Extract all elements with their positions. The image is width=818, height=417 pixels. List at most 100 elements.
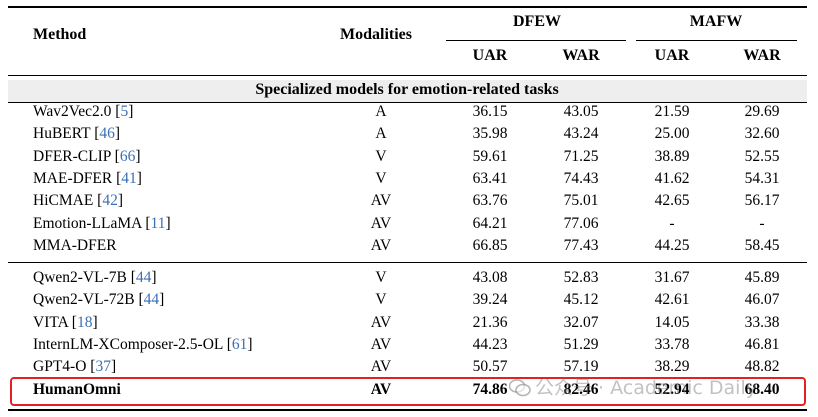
rows_general.0-method: Qwen2-VL-7B [44] xyxy=(33,269,157,287)
rows_specialized.5-modality: AV xyxy=(370,214,392,232)
rows_general.3-value-0: 44.23 xyxy=(472,335,508,353)
citation-link[interactable]: 42 xyxy=(102,192,118,210)
rows_specialized.3-value-3: 54.31 xyxy=(744,169,780,187)
rows_general.0-value-2: 31.67 xyxy=(654,269,690,286)
rows_specialized.5-value-2: - xyxy=(669,214,675,232)
rows_general.1-value-2: 42.61 xyxy=(654,291,690,309)
group-separator-rule xyxy=(8,262,807,263)
rows_specialized.0-value-2: 21.59 xyxy=(654,103,690,120)
citation-link[interactable]: 11 xyxy=(150,214,166,232)
rows_general.0-value-3: 45.89 xyxy=(744,269,780,286)
rows_general.2-value-0: 21.36 xyxy=(472,313,508,331)
rows_specialized.0-modality: A xyxy=(375,103,387,120)
citation-link[interactable]: 44 xyxy=(143,291,160,309)
rows_specialized.3-value-2: 41.62 xyxy=(654,169,690,187)
citation: [44] xyxy=(126,269,157,286)
rows_general.0-modality: V xyxy=(375,269,387,286)
rows_specialized.4-method: HiCMAE [42] xyxy=(33,192,123,210)
rows_specialized.1-value-0: 35.98 xyxy=(472,125,508,143)
rows_general.2-value-2: 14.05 xyxy=(654,313,690,331)
rows_specialized.2-value-3: 52.55 xyxy=(744,147,780,165)
citation: [42] xyxy=(93,192,124,210)
rows_specialized.6-value-2: 44.25 xyxy=(654,236,690,254)
row_ours-value-3: 68.40 xyxy=(744,381,780,398)
citation: [61] xyxy=(222,335,253,353)
citation: [41] xyxy=(112,169,142,187)
method-name: GPT4-O xyxy=(33,358,87,376)
citation-link[interactable]: 18 xyxy=(76,313,93,331)
method-name: Qwen2-VL-72B xyxy=(33,291,135,309)
citation: [37] xyxy=(86,358,117,376)
rows_specialized.1-value-2: 25.00 xyxy=(654,125,690,143)
citation: [66] xyxy=(110,147,141,165)
citation-link[interactable]: 44 xyxy=(135,269,152,286)
row_ours-value-1: 82.46 xyxy=(563,381,599,398)
citation: [5] xyxy=(111,103,134,120)
rows_general.0-value-1: 52.83 xyxy=(563,269,599,286)
rows_general.1-value-3: 46.07 xyxy=(744,291,780,309)
rows_specialized.6-value-0: 66.85 xyxy=(472,236,508,254)
citation-link[interactable]: 37 xyxy=(95,358,111,376)
rows_specialized.3-method: MAE-DFER [41] xyxy=(33,170,142,188)
rows_specialized.4-modality: AV xyxy=(370,192,392,210)
top-rule xyxy=(8,6,807,8)
rows_specialized.2-value-2: 38.89 xyxy=(654,147,690,165)
method-name: DFER-CLIP xyxy=(33,147,111,165)
rows_specialized.2-method: DFER-CLIP [66] xyxy=(33,148,141,166)
dfew-underline xyxy=(446,40,626,41)
citation-link[interactable]: 46 xyxy=(99,125,115,143)
wechat-icon xyxy=(509,379,531,397)
citation-link[interactable]: 61 xyxy=(231,335,248,353)
rows_general.1-method: Qwen2-VL-72B [44] xyxy=(33,291,164,309)
header-metric-dfew-uar: UAR xyxy=(472,47,508,64)
method-name: Emotion-LLaMA xyxy=(33,214,142,232)
section-band xyxy=(8,80,807,102)
section-rule xyxy=(8,102,807,103)
rows_specialized.3-modality: V xyxy=(375,169,387,187)
rows_specialized.0-value-0: 36.15 xyxy=(472,103,508,120)
row_ours-method: HumanOmni xyxy=(33,381,121,399)
highlight-box xyxy=(10,377,806,406)
bottom-rule xyxy=(8,409,807,411)
header-metric-mafw-uar: UAR xyxy=(654,47,690,64)
rows_specialized.5-value-1: 77.06 xyxy=(563,214,599,232)
rows_specialized.3-value-1: 74.43 xyxy=(563,169,599,187)
rows_general.1-modality: V xyxy=(375,291,387,309)
header-group-dfew: DFEW xyxy=(513,13,561,30)
row_ours-value-2: 52.94 xyxy=(654,381,690,398)
rows_general.2-value-1: 32.07 xyxy=(563,313,599,331)
method-name: HiCMAE xyxy=(33,192,94,210)
rows_general.4-value-2: 38.29 xyxy=(654,358,690,376)
rows_general.4-method: GPT4-O [37] xyxy=(33,358,116,376)
rows_specialized.2-modality: V xyxy=(375,147,387,165)
rows_specialized.1-modality: A xyxy=(375,125,387,143)
row_ours-modality: AV xyxy=(370,381,392,398)
rows_specialized.1-method: HuBERT [46] xyxy=(33,125,120,143)
method-name: MAE-DFER xyxy=(33,169,113,187)
rows_general.3-modality: AV xyxy=(370,335,392,353)
rows_general.3-value-1: 51.29 xyxy=(563,335,599,353)
rows_general.3-value-3: 46.81 xyxy=(744,335,780,353)
method-name: Qwen2-VL-7B xyxy=(33,269,127,286)
rows_general.4-value-0: 50.57 xyxy=(472,358,508,376)
rows_general.3-value-2: 33.78 xyxy=(654,335,690,353)
rows_specialized.6-value-1: 77.43 xyxy=(563,236,599,254)
rows_specialized.6-modality: AV xyxy=(370,236,392,254)
citation: [11] xyxy=(141,214,171,232)
rows_specialized.0-value-1: 43.05 xyxy=(563,103,599,120)
rows_general.4-value-3: 48.82 xyxy=(744,358,780,376)
rows_specialized.1-value-3: 32.60 xyxy=(744,125,780,143)
rows_specialized.5-value-3: - xyxy=(759,214,765,232)
citation-link[interactable]: 5 xyxy=(120,103,129,120)
method-name: VITA xyxy=(33,313,68,331)
watermark-text: 公众号 · Academic Daily xyxy=(535,377,757,399)
citation-link[interactable]: 41 xyxy=(121,169,137,187)
rows_general.1-value-1: 45.12 xyxy=(563,291,599,309)
rows_specialized.6-method: MMA-DFER xyxy=(33,237,117,255)
method-name: HuBERT xyxy=(33,125,91,143)
rows_general.1-value-0: 39.24 xyxy=(472,291,508,309)
header-metric-dfew-war: WAR xyxy=(562,47,600,64)
citation-link[interactable]: 66 xyxy=(119,147,136,165)
rows_specialized.5-value-0: 64.21 xyxy=(472,214,508,232)
rows_specialized.4-value-3: 56.17 xyxy=(744,192,780,210)
